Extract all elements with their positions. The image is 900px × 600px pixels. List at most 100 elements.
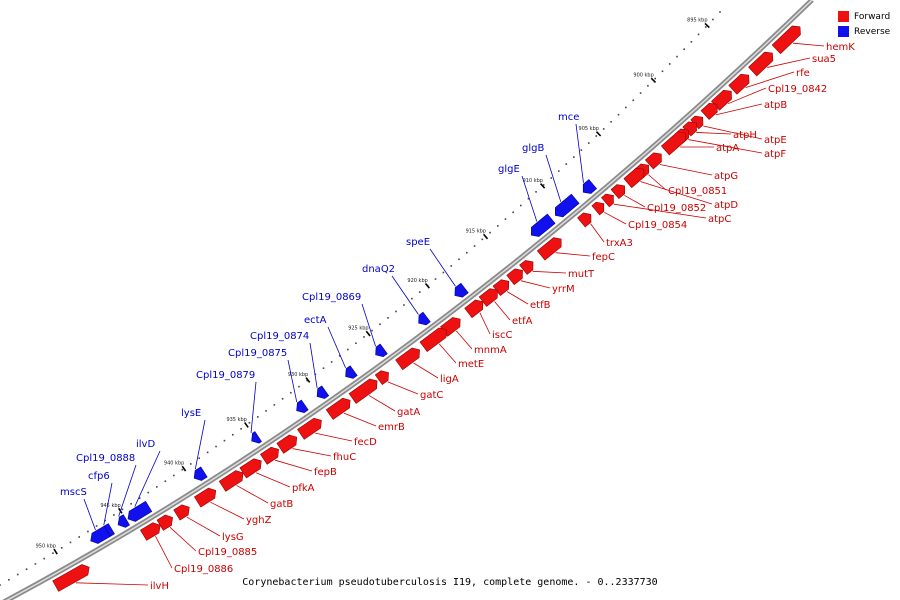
gene-label-fepc[interactable]: fepC (592, 252, 615, 263)
gene-label-ilvd[interactable]: ilvD (136, 439, 155, 450)
gene-arrow-glge[interactable] (530, 213, 556, 237)
gene-label-cpl19_0875[interactable]: Cpl19_0875 (228, 348, 287, 359)
gene-arrow-iscc[interactable] (464, 299, 484, 319)
gene-label-cpl19_0879[interactable]: Cpl19_0879 (196, 370, 255, 381)
gene-arrow-atpg[interactable] (644, 152, 662, 170)
gene-label-cpl19_0886[interactable]: Cpl19_0886 (174, 564, 233, 575)
gene-label-lyse[interactable]: lysE (181, 408, 201, 419)
gene-arrow-fhuc[interactable] (276, 434, 298, 454)
gene-arrow-ilvh[interactable] (52, 564, 90, 592)
gene-arrow-etfb[interactable] (492, 279, 510, 297)
gene-arrow-ilvd[interactable] (127, 500, 153, 522)
gene-label-glge[interactable]: glgE (498, 164, 520, 175)
gene-label-atph[interactable]: atpH (733, 130, 757, 141)
gene-arrow-fepc[interactable] (536, 237, 562, 261)
gene-label-mutt[interactable]: mutT (568, 269, 595, 280)
gene-label-pfka[interactable]: pfkA (292, 483, 315, 494)
gene-arrow-cpl19_0886[interactable] (139, 522, 161, 541)
gene-arrow-spee[interactable] (454, 282, 469, 298)
gene-label-gatc[interactable]: gatC (420, 390, 443, 401)
gene-arrow-gata[interactable] (348, 378, 378, 404)
gene-arrow-atpb[interactable] (700, 102, 718, 120)
gene-arrow-gatb[interactable] (218, 470, 244, 492)
gene-label-atpd[interactable]: atpD (714, 200, 738, 211)
gene-arrow-liga[interactable] (395, 347, 420, 371)
gene-arrow-sua5[interactable] (748, 51, 774, 77)
gene-label-dnaq2[interactable]: dnaQ2 (362, 264, 395, 275)
gene-arrow-mete[interactable] (419, 327, 447, 353)
gene-label-fecd[interactable]: fecD (354, 437, 377, 448)
gene-arrow-hemk[interactable] (771, 25, 801, 55)
gene-label-cpl19_0874[interactable]: Cpl19_0874 (250, 331, 309, 342)
gene-label-cfp6[interactable]: cfp6 (88, 471, 110, 482)
gene-label-mce[interactable]: mce (558, 112, 579, 123)
gene-arrow-cpl19_0888[interactable] (117, 514, 130, 528)
gene-arrow-lyse[interactable] (193, 466, 208, 481)
gene-arrow-atpc[interactable] (601, 193, 614, 208)
gene-arrow-cpl19_0869[interactable] (375, 343, 388, 358)
gene-arrow-cpl19_0854[interactable] (591, 201, 605, 216)
gene-label-rfe[interactable]: rfe (796, 68, 810, 79)
gene-arrow-gatc[interactable] (374, 370, 389, 386)
gene-label-cpl19_0851[interactable]: Cpl19_0851 (668, 186, 727, 197)
gene-arrow-atpd[interactable] (623, 167, 645, 189)
gene-label-ilvh[interactable]: ilvH (150, 581, 169, 592)
gene-label-gatb[interactable]: gatB (270, 499, 293, 510)
gene-arrow-yghz[interactable] (193, 487, 217, 508)
gene-arrow-fecd[interactable] (297, 417, 322, 440)
gene-label-atpa[interactable]: atpA (716, 143, 739, 154)
gene-label-hemk[interactable]: hemK (826, 42, 855, 53)
gene-arrow-lysg[interactable] (173, 504, 190, 521)
gene-arrow-pfka[interactable] (239, 458, 262, 479)
gene-arrow-emrb[interactable] (325, 397, 351, 420)
gene-label-etfb[interactable]: etfB (530, 300, 551, 311)
gene-arrow-fepb[interactable] (260, 446, 279, 465)
gene-label-cpl19_0852[interactable]: Cpl19_0852 (647, 203, 706, 214)
gene-arrow-glgb[interactable] (554, 193, 580, 218)
gene-arrow-atpe[interactable] (690, 115, 704, 130)
gene-arrow-yrrm[interactable] (506, 268, 523, 286)
gene-label-gata[interactable]: gatA (397, 407, 420, 418)
gene-arrow-cpl19_0875[interactable] (296, 399, 309, 414)
gene-label-cpl19_0842[interactable]: Cpl19_0842 (768, 84, 827, 95)
gene-label-trxa3[interactable]: trxA3 (606, 238, 633, 249)
gene-label-cpl19_0854[interactable]: Cpl19_0854 (628, 220, 687, 231)
gene-label-yrrm[interactable]: yrrM (552, 284, 575, 295)
gene-label-sua5[interactable]: sua5 (812, 54, 836, 65)
gene-label-iscc[interactable]: iscC (492, 330, 512, 341)
gene-label-cpl19_0869[interactable]: Cpl19_0869 (302, 292, 361, 303)
gene-arrow-cpl19_0885[interactable] (156, 514, 173, 531)
gene-arrow-atpa[interactable] (660, 131, 686, 156)
gene-label-atpg[interactable]: atpG (714, 171, 738, 182)
gene-label-emrb[interactable]: emrB (378, 422, 405, 433)
gene-label-cpl19_0888[interactable]: Cpl19_0888 (76, 453, 135, 464)
gene-arrow-dnaq2[interactable] (418, 311, 431, 326)
gene-label-glgb[interactable]: glgB (522, 143, 544, 154)
gene-label-lysg[interactable]: lysG (222, 532, 244, 543)
gene-label-fepb[interactable]: fepB (314, 467, 337, 478)
gene-arrow-cpl19_0852[interactable] (610, 184, 626, 200)
gene-arrow-atph[interactable] (682, 121, 697, 137)
gene-label-atpe[interactable]: atpE (764, 135, 787, 146)
gene-label-mnma[interactable]: mnmA (474, 345, 507, 356)
gene-arrow-etfa[interactable] (478, 288, 498, 307)
gene-label-fhuc[interactable]: fhuC (333, 452, 356, 463)
gene-label-mete[interactable]: metE (458, 359, 484, 370)
gene-arrow-trxa3[interactable] (577, 212, 592, 228)
gene-label-yghz[interactable]: yghZ (246, 515, 272, 526)
gene-arrow-ecta[interactable] (345, 365, 358, 379)
gene-arrow-mutt[interactable] (519, 260, 534, 275)
gene-label-mscs[interactable]: mscS (60, 487, 87, 498)
gene-label-atpb[interactable]: atpB (764, 100, 787, 111)
gene-arrow-mce[interactable] (582, 179, 598, 194)
gene-label-atpc[interactable]: atpC (708, 214, 731, 225)
gene-label-atpf[interactable]: atpF (764, 149, 786, 160)
gene-label-cpl19_0885[interactable]: Cpl19_0885 (198, 547, 257, 558)
gene-label-etfa[interactable]: etfA (512, 316, 533, 327)
gene-arrow-rfe[interactable] (728, 73, 750, 95)
gene-arrow-cpl19_0879[interactable] (251, 431, 262, 444)
gene-label-ecta[interactable]: ectA (304, 315, 327, 326)
gene-label-spee[interactable]: speE (406, 237, 430, 248)
gene-label-liga[interactable]: ligA (440, 374, 459, 385)
gene-arrow-mscs[interactable] (90, 525, 111, 544)
